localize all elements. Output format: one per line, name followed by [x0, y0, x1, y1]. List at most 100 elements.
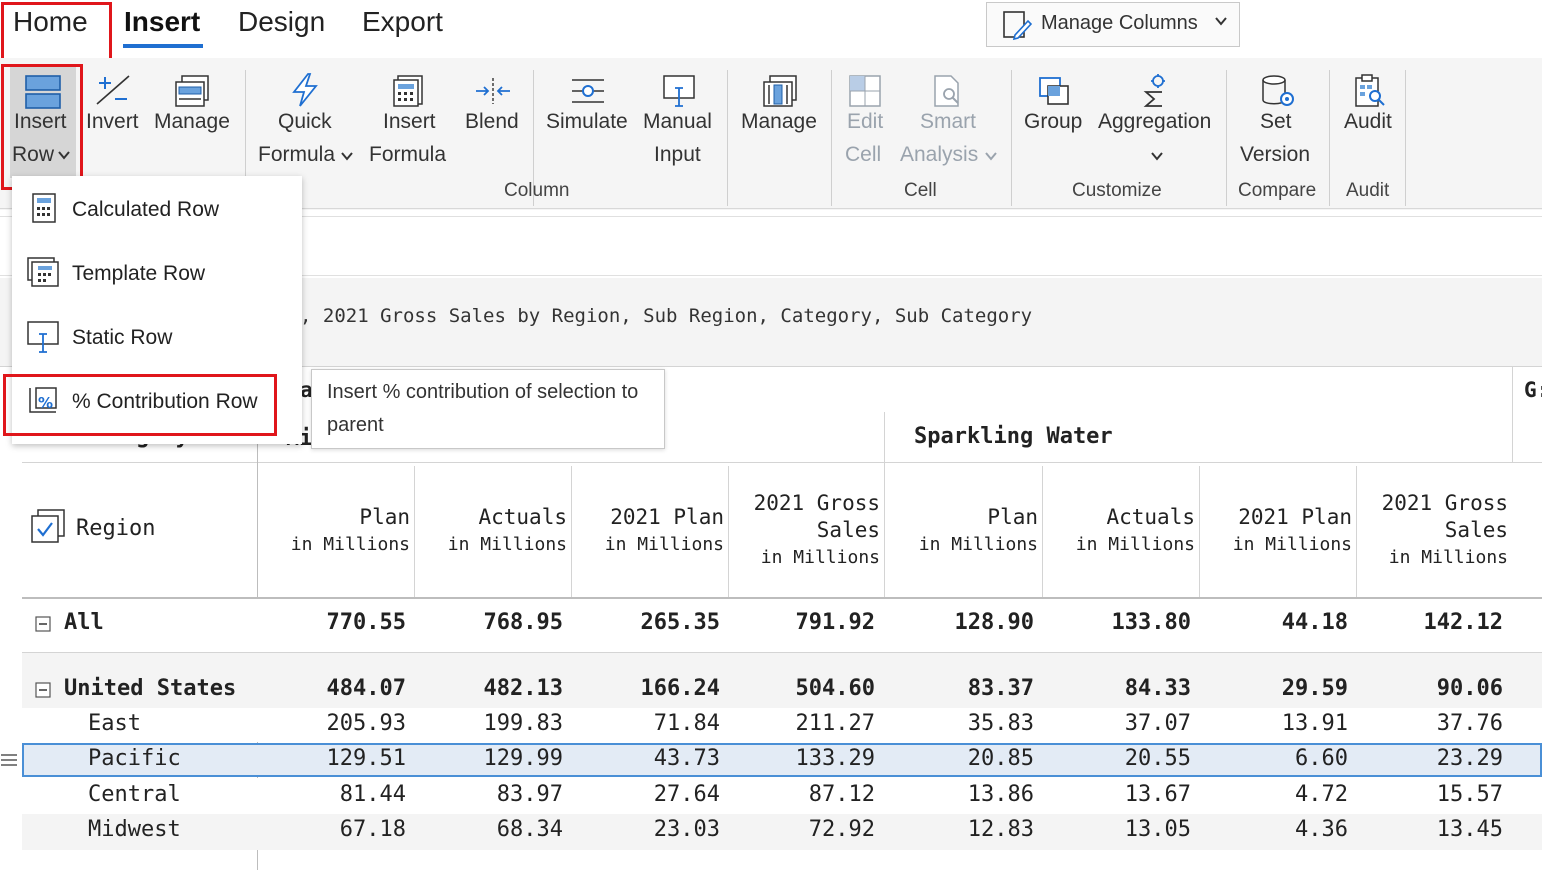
insert-formula-button[interactable]: Insert Formula	[366, 70, 450, 170]
blend-button[interactable]: Blend	[462, 70, 524, 170]
table-cell[interactable]: 81.44	[339, 782, 406, 807]
column-header-unit: in Millions	[290, 534, 410, 555]
table-cell[interactable]: 27.64	[653, 782, 720, 807]
collapse-icon[interactable]	[35, 616, 51, 637]
table-cell[interactable]: 84.33	[1124, 676, 1191, 701]
selected-row[interactable]	[22, 743, 1542, 777]
text-cursor-icon	[26, 320, 60, 359]
table-cell[interactable]: 13.05	[1124, 817, 1191, 842]
manage-columns-button[interactable]: Manage Columns	[986, 2, 1240, 47]
table-cell[interactable]: 791.92	[795, 610, 875, 635]
table-cell[interactable]: 20.85	[967, 746, 1034, 771]
table-cell[interactable]: 133.29	[795, 746, 875, 771]
column-header[interactable]: 2021 Gross Sales in Millions	[1358, 490, 1508, 571]
table-cell[interactable]: 15.57	[1436, 782, 1503, 807]
manage-row-button[interactable]: Manage	[150, 70, 236, 170]
col-separator	[1512, 366, 1513, 462]
group-separator	[884, 412, 885, 598]
col-separator	[728, 466, 729, 598]
manage-column-button[interactable]: Manage	[738, 70, 822, 170]
table-cell[interactable]: 504.60	[795, 676, 875, 701]
column-header[interactable]: Plan in Millions	[260, 504, 410, 558]
edit-cell-label-2: Cell	[845, 143, 882, 166]
edit-cell-button[interactable]: Edit Cell	[842, 70, 888, 170]
table-cell[interactable]: 211.27	[795, 711, 875, 736]
audit-button[interactable]: Audit	[1340, 70, 1400, 170]
menu-item-calculated-row[interactable]: Calculated Row	[12, 178, 302, 238]
table-cell[interactable]: 67.18	[339, 817, 406, 842]
table-cell[interactable]: 90.06	[1436, 676, 1503, 701]
table-cell[interactable]: 23.03	[653, 817, 720, 842]
table-cell[interactable]: 68.34	[496, 817, 563, 842]
tab-design[interactable]: Design	[238, 6, 326, 37]
table-cell[interactable]: 484.07	[326, 676, 406, 701]
column-header[interactable]: 2021 Gross Sales in Millions	[730, 490, 880, 571]
row-band-east	[22, 708, 1542, 742]
smart-analysis-button[interactable]: Smart Analysis	[898, 70, 1002, 170]
checkbox-icon[interactable]	[30, 508, 66, 551]
row-label: All	[64, 610, 104, 635]
aggregation-button[interactable]: Aggregation	[1096, 70, 1216, 170]
tab-insert[interactable]: Insert	[124, 6, 201, 37]
table-cell[interactable]: 83.37	[967, 676, 1034, 701]
table-cell[interactable]: 142.12	[1423, 610, 1503, 635]
column-header[interactable]: 2021 Plan in Millions	[574, 504, 724, 558]
insert-formula-label-2: Formula	[369, 143, 447, 166]
column-header[interactable]: Actuals in Millions	[417, 504, 567, 558]
table-cell[interactable]: 13.86	[967, 782, 1034, 807]
table-cell[interactable]: 37.07	[1124, 711, 1191, 736]
table-cell[interactable]: 129.51	[326, 746, 406, 771]
quick-formula-button[interactable]: Quick Formula	[256, 70, 356, 170]
table-cell[interactable]: 23.29	[1436, 746, 1503, 771]
table-cell[interactable]: 768.95	[483, 610, 563, 635]
table-cell[interactable]: 12.83	[967, 817, 1034, 842]
menu-item-static-row[interactable]: Static Row	[12, 306, 302, 366]
column-header[interactable]: Plan in Millions	[888, 504, 1038, 558]
table-cell[interactable]: 482.13	[483, 676, 563, 701]
column-header-label: Plan	[987, 505, 1038, 529]
table-cell[interactable]: 770.55	[326, 610, 406, 635]
group-button[interactable]: Group	[1022, 70, 1086, 170]
table-cell[interactable]: 72.92	[808, 817, 875, 842]
tab-home[interactable]: Home	[13, 6, 88, 37]
table-cell[interactable]: 166.24	[640, 676, 720, 701]
table-cell[interactable]: 13.67	[1124, 782, 1191, 807]
table-cell[interactable]: 71.84	[653, 711, 720, 736]
menu-item-label: Static Row	[72, 326, 173, 349]
table-cell[interactable]: 43.73	[653, 746, 720, 771]
table-cell[interactable]: 6.60	[1295, 746, 1348, 771]
table-cell[interactable]: 129.99	[483, 746, 563, 771]
invert-button[interactable]: Invert	[84, 70, 144, 170]
calculator-icon	[30, 192, 58, 229]
table-cell[interactable]: 37.76	[1436, 711, 1503, 736]
insert-row-button[interactable]: Insert Row	[10, 66, 76, 178]
table-cell[interactable]: 13.91	[1281, 711, 1348, 736]
drag-handle-icon[interactable]	[0, 752, 18, 773]
sparkling-water-header: Sparkling Water	[914, 424, 1113, 449]
table-cell[interactable]: 13.45	[1436, 817, 1503, 842]
manual-input-label-2: Input	[654, 143, 701, 166]
set-version-button[interactable]: Set Version	[1236, 70, 1318, 170]
table-cell[interactable]: 133.80	[1111, 610, 1191, 635]
table-cell[interactable]: 20.55	[1124, 746, 1191, 771]
table-cell[interactable]: 87.12	[808, 782, 875, 807]
table-cell[interactable]: 205.93	[326, 711, 406, 736]
collapse-icon[interactable]	[35, 682, 51, 703]
table-cell[interactable]: 35.83	[967, 711, 1034, 736]
table-cell[interactable]: 83.97	[496, 782, 563, 807]
table-cell[interactable]: 44.18	[1281, 610, 1348, 635]
column-header[interactable]: Actuals in Millions	[1045, 504, 1195, 558]
manual-input-button[interactable]: Manual Input	[642, 70, 718, 170]
menu-item-contribution-row[interactable]: % % Contribution Row	[12, 370, 302, 430]
column-header-label: 2021 Gross	[753, 491, 880, 515]
table-cell[interactable]: 265.35	[640, 610, 720, 635]
table-cell[interactable]: 29.59	[1281, 676, 1348, 701]
column-header[interactable]: 2021 Plan in Millions	[1202, 504, 1352, 558]
table-cell[interactable]: 128.90	[954, 610, 1034, 635]
table-cell[interactable]: 199.83	[483, 711, 563, 736]
menu-item-template-row[interactable]: Template Row	[12, 242, 302, 302]
table-cell[interactable]: 4.36	[1295, 817, 1348, 842]
table-cell[interactable]: 4.72	[1295, 782, 1348, 807]
simulate-button[interactable]: Simulate	[544, 70, 634, 170]
tab-export[interactable]: Export	[362, 6, 443, 37]
